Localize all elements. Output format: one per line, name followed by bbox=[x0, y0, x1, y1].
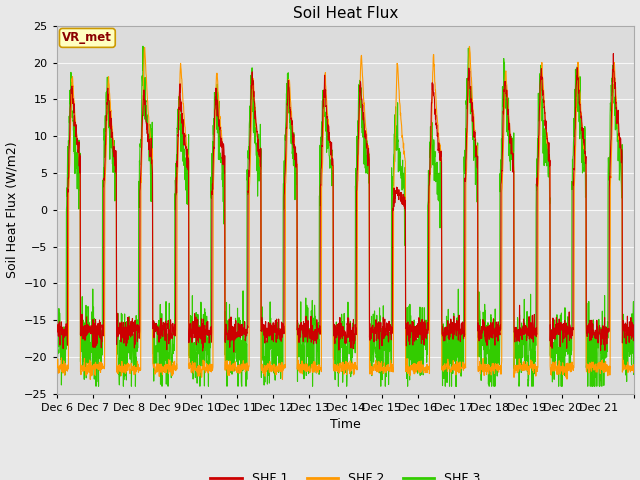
SHF 3 bbox=[111, 158, 118, 164]
Legend: SHF 1, SHF 2, SHF 3: SHF 1, SHF 2, SHF 3 bbox=[205, 468, 486, 480]
SHF 3 bbox=[623, 379, 630, 384]
SHF 1 bbox=[236, 334, 243, 339]
SHF 2 bbox=[381, 367, 388, 372]
SHF 1 bbox=[552, 314, 560, 320]
SHF 1 bbox=[623, 327, 630, 333]
SHF 1 bbox=[609, 51, 617, 57]
SHF 2 bbox=[111, 149, 118, 155]
X-axis label: Time: Time bbox=[330, 418, 361, 431]
SHF 1 bbox=[630, 325, 638, 331]
SHF 2 bbox=[623, 363, 630, 369]
SHF 3 bbox=[381, 331, 388, 337]
SHF 1 bbox=[230, 349, 237, 355]
SHF 2 bbox=[465, 44, 473, 49]
SHF 2 bbox=[278, 377, 286, 383]
Line: SHF 2: SHF 2 bbox=[56, 47, 634, 380]
SHF 1 bbox=[52, 318, 60, 324]
SHF 3 bbox=[236, 357, 243, 363]
SHF 1 bbox=[381, 320, 388, 325]
SHF 3 bbox=[553, 351, 561, 357]
Line: SHF 1: SHF 1 bbox=[56, 54, 634, 352]
SHF 3 bbox=[52, 343, 60, 349]
SHF 1 bbox=[111, 155, 118, 160]
SHF 3 bbox=[54, 384, 61, 389]
Line: SHF 3: SHF 3 bbox=[56, 46, 634, 386]
SHF 3 bbox=[630, 316, 638, 322]
SHF 3 bbox=[520, 333, 528, 338]
SHF 2 bbox=[520, 368, 528, 373]
SHF 1 bbox=[520, 332, 527, 337]
SHF 2 bbox=[553, 367, 561, 372]
SHF 2 bbox=[52, 365, 60, 371]
SHF 2 bbox=[630, 370, 638, 375]
Text: VR_met: VR_met bbox=[63, 31, 112, 45]
Title: Soil Heat Flux: Soil Heat Flux bbox=[293, 6, 398, 21]
SHF 3 bbox=[139, 43, 147, 49]
Y-axis label: Soil Heat Flux (W/m2): Soil Heat Flux (W/m2) bbox=[6, 142, 19, 278]
SHF 2 bbox=[235, 371, 243, 376]
